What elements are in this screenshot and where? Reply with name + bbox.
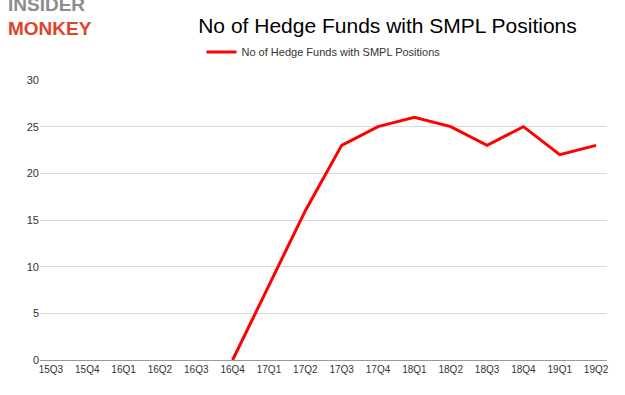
svg-text:0: 0	[33, 354, 39, 366]
svg-text:16Q1: 16Q1	[111, 364, 136, 375]
svg-text:19Q1: 19Q1	[548, 364, 573, 375]
svg-text:17Q3: 17Q3	[329, 364, 354, 375]
svg-text:18Q3: 18Q3	[475, 364, 500, 375]
svg-text:25: 25	[27, 121, 39, 133]
svg-text:16Q4: 16Q4	[220, 364, 245, 375]
svg-text:17Q4: 17Q4	[366, 364, 391, 375]
svg-text:15: 15	[27, 214, 39, 226]
svg-text:16Q2: 16Q2	[148, 364, 173, 375]
svg-text:10: 10	[27, 261, 39, 273]
svg-text:17Q1: 17Q1	[257, 364, 282, 375]
svg-text:18Q1: 18Q1	[402, 364, 427, 375]
svg-text:MONKEY: MONKEY	[8, 18, 92, 39]
svg-text:17Q2: 17Q2	[293, 364, 318, 375]
svg-text:18Q2: 18Q2	[438, 364, 463, 375]
svg-text:30: 30	[27, 74, 39, 86]
svg-text:No of Hedge Funds with SMPL Po: No of Hedge Funds with SMPL Positions	[198, 14, 577, 37]
svg-text:INSIDER: INSIDER	[8, 0, 85, 15]
svg-text:15Q4: 15Q4	[75, 364, 100, 375]
svg-text:18Q4: 18Q4	[511, 364, 536, 375]
svg-text:16Q3: 16Q3	[184, 364, 209, 375]
svg-text:19Q2: 19Q2	[584, 364, 609, 375]
svg-text:15Q3: 15Q3	[39, 364, 64, 375]
svg-text:20: 20	[27, 167, 39, 179]
svg-text:No of Hedge Funds with SMPL Po: No of Hedge Funds with SMPL Positions	[242, 46, 441, 58]
svg-text:5: 5	[33, 307, 39, 319]
